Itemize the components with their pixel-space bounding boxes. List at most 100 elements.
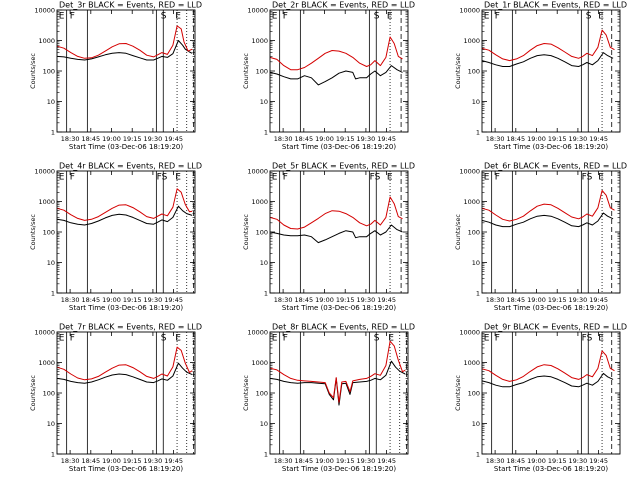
x-tick-label: 19:45 xyxy=(164,135,183,143)
x-tick-label: 19:45 xyxy=(377,296,396,304)
y-tick-label: 10000 xyxy=(34,6,55,14)
plot-frame xyxy=(269,9,409,133)
detector-panel: Det_8r BLACK = Events, RED = LLD 1 10 100 10… xyxy=(242,323,415,474)
y-axis-label: Counts/sec xyxy=(29,214,37,250)
mode-label: E xyxy=(387,12,393,22)
y-tick-label: 1 xyxy=(264,128,268,136)
x-axis-label: Start Time (03-Dec-06 18:19:20) xyxy=(69,304,183,312)
mode-label: E xyxy=(59,12,65,22)
y-tick-label: 1 xyxy=(264,289,268,297)
y-tick-label: 100 xyxy=(468,228,480,236)
x-tick-label: 18:30 xyxy=(274,296,293,304)
x-tick-label: 19:00 xyxy=(102,296,121,304)
x-tick-label: 19:45 xyxy=(589,296,608,304)
x-tick-label: 18:30 xyxy=(61,135,80,143)
plot-frame xyxy=(56,331,196,455)
mode-label: E xyxy=(388,334,394,344)
plot-frame xyxy=(481,331,621,455)
x-tick-label: 19:30 xyxy=(569,296,588,304)
x-tick-label: 19:30 xyxy=(144,457,163,465)
plot-frame xyxy=(56,170,196,294)
mode-label: E xyxy=(598,12,604,22)
mode-label: FS xyxy=(370,173,381,183)
lld-series-line xyxy=(269,196,403,230)
x-tick-label: 18:30 xyxy=(274,457,293,465)
x-tick-label: 19:00 xyxy=(527,135,546,143)
x-tick-label: 19:00 xyxy=(527,296,546,304)
panel-title: Det_9r BLACK = Events, RED = LLD xyxy=(484,323,627,332)
y-tick-label: 100 xyxy=(43,67,55,75)
detector-panel: Det_5r BLACK = Events, RED = LLD 1 10 100 10… xyxy=(242,162,415,313)
y-tick-label: 10000 xyxy=(459,167,480,175)
plot-frame xyxy=(269,170,409,294)
x-axis-label: Start Time (03-Dec-06 18:19:20) xyxy=(282,304,396,312)
mode-label: S xyxy=(161,334,167,344)
y-tick-label: 1 xyxy=(476,289,480,297)
events-series-line xyxy=(481,212,614,228)
y-tick-label: 1 xyxy=(476,450,480,458)
lld-series-line xyxy=(481,29,615,62)
events-series-line xyxy=(56,205,193,226)
mode-label: E xyxy=(598,173,604,183)
lld-series-line xyxy=(269,36,403,71)
mode-label: F xyxy=(495,173,500,183)
events-series-line xyxy=(56,362,193,384)
y-axis-label: Counts/sec xyxy=(242,214,250,250)
x-tick-label: 18:45 xyxy=(506,457,525,465)
events-series-line xyxy=(481,372,614,388)
mode-label: S xyxy=(161,12,167,22)
y-tick-label: 10 xyxy=(472,259,480,267)
x-tick-label: 19:00 xyxy=(527,457,546,465)
y-tick-label: 10 xyxy=(260,259,268,267)
y-tick-label: 10000 xyxy=(247,328,268,336)
x-axis-label: Start Time (03-Dec-06 18:19:20) xyxy=(494,465,608,473)
mode-label: E xyxy=(175,334,181,344)
y-axis-label: Counts/sec xyxy=(454,214,462,250)
plot-frame xyxy=(56,9,196,133)
lld-series-line xyxy=(56,188,193,221)
plot-frame xyxy=(269,331,409,455)
panel-title: Det_1r BLACK = Events, RED = LLD xyxy=(484,1,627,10)
mode-label: E xyxy=(272,334,278,344)
x-axis-label: Start Time (03-Dec-06 18:19:20) xyxy=(282,143,396,151)
y-tick-label: 1000 xyxy=(251,37,268,45)
detector-panel: Det_2r BLACK = Events, RED = LLD 1 10 100 10… xyxy=(242,1,415,152)
lld-series-line xyxy=(269,340,406,403)
mode-label: E xyxy=(175,12,181,22)
x-tick-label: 19:30 xyxy=(357,457,376,465)
y-tick-label: 10 xyxy=(260,98,268,106)
y-tick-label: 10 xyxy=(47,98,55,106)
x-tick-label: 19:30 xyxy=(569,135,588,143)
y-axis-label: Counts/sec xyxy=(29,375,37,411)
x-tick-label: 19:15 xyxy=(123,457,142,465)
x-tick-label: 19:15 xyxy=(123,296,142,304)
mode-label: F xyxy=(495,334,500,344)
y-tick-label: 1 xyxy=(476,128,480,136)
mode-label: E xyxy=(484,334,490,344)
y-tick-label: 10000 xyxy=(247,6,268,14)
panel-title: Det_4r BLACK = Events, RED = LLD xyxy=(59,162,202,171)
y-tick-label: 100 xyxy=(468,67,480,75)
x-tick-label: 19:00 xyxy=(315,135,334,143)
mode-label: S xyxy=(374,334,380,344)
x-tick-label: 18:45 xyxy=(294,135,313,143)
detector-panel: Det_3r BLACK = Events, RED = LLD 1 10 100 10… xyxy=(29,1,202,152)
y-tick-label: 100 xyxy=(468,389,480,397)
lld-series-line xyxy=(481,350,615,382)
x-tick-label: 19:45 xyxy=(377,135,396,143)
x-tick-label: 19:45 xyxy=(164,457,183,465)
x-tick-label: 19:15 xyxy=(548,135,567,143)
detector-panel: Det_9r BLACK = Events, RED = LLD 1 10 100 10… xyxy=(454,323,627,474)
lld-series-line xyxy=(481,190,615,222)
y-tick-label: 1000 xyxy=(251,359,268,367)
y-tick-label: 10 xyxy=(472,420,480,428)
events-series-line xyxy=(481,52,614,67)
y-tick-label: 1000 xyxy=(38,359,55,367)
x-tick-label: 18:45 xyxy=(81,457,100,465)
y-tick-label: 100 xyxy=(256,67,268,75)
mode-label: S xyxy=(586,12,592,22)
mode-label: E xyxy=(484,173,490,183)
mode-label: F xyxy=(70,334,75,344)
x-tick-label: 18:30 xyxy=(486,296,505,304)
y-axis-label: Counts/sec xyxy=(29,53,37,89)
